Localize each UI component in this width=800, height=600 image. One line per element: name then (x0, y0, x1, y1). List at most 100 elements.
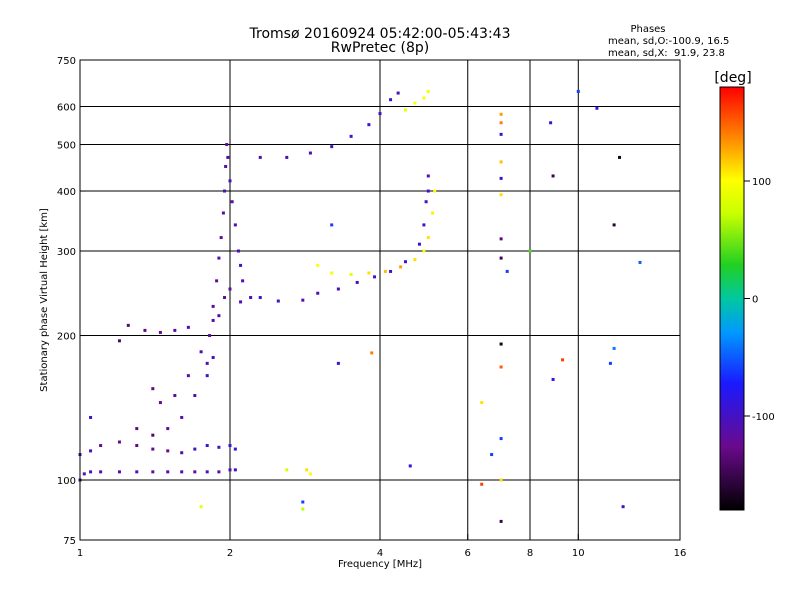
data-point (389, 98, 393, 102)
data-point (221, 211, 225, 215)
colorbar-tick-label: 100 (752, 177, 771, 188)
data-point (349, 273, 353, 277)
data-point (301, 507, 305, 511)
data-point (480, 482, 484, 486)
data-point (499, 437, 503, 441)
data-point (370, 351, 374, 355)
data-point (166, 427, 170, 431)
colorbar-ticks: 100 0 -100 (744, 177, 775, 423)
data-point (490, 453, 494, 457)
data-point (186, 374, 190, 378)
data-point (249, 296, 253, 300)
data-point (166, 449, 170, 453)
data-point (505, 269, 509, 273)
data-point (389, 269, 393, 273)
data-point (499, 256, 503, 260)
x-tick-label: 4 (377, 548, 383, 559)
data-point (499, 478, 503, 482)
data-point (499, 519, 503, 523)
stats-x-line: mean, sd,X: 91.9, 23.8 (608, 48, 725, 59)
data-point (226, 155, 230, 159)
x-tick-label: 16 (674, 548, 687, 559)
data-point (285, 468, 289, 472)
data-point (151, 447, 155, 451)
data-point (208, 334, 212, 338)
data-point (180, 470, 184, 474)
data-point (433, 189, 437, 193)
data-point (499, 160, 503, 164)
data-point (117, 339, 121, 343)
data-point (205, 444, 209, 448)
data-point (499, 237, 503, 241)
data-point (173, 328, 177, 332)
data-point (499, 365, 503, 369)
data-point (205, 361, 209, 365)
x-tick-label: 2 (227, 548, 233, 559)
colorbar-tick-label: -100 (752, 412, 775, 423)
y-axis-label: Stationary phase Virtual Height [km] (39, 208, 50, 392)
y-tick-label: 400 (57, 187, 76, 198)
data-point (193, 470, 197, 474)
data-point (549, 121, 553, 125)
data-point (426, 189, 430, 193)
data-point (217, 445, 221, 449)
data-point (135, 444, 139, 448)
data-point (223, 189, 227, 193)
chart-title: Tromsø 20160924 05:42:00-05:43:43 (249, 26, 511, 42)
data-point (373, 275, 377, 279)
data-point (211, 355, 215, 359)
data-point (551, 377, 555, 381)
data-point (233, 223, 237, 227)
chart-subtitle: RwPretec (8p) (331, 40, 429, 56)
data-point (612, 346, 616, 350)
data-point (301, 500, 305, 504)
colorbar-tick-label: 0 (752, 295, 758, 306)
data-point (135, 427, 139, 431)
data-point (417, 242, 421, 246)
data-point (403, 260, 407, 264)
data-point (117, 440, 121, 444)
data-point (499, 132, 503, 136)
data-point (239, 300, 243, 304)
data-point (316, 263, 320, 267)
data-point (396, 91, 400, 95)
data-point (422, 249, 426, 253)
y-tick-label: 600 (57, 103, 76, 114)
data-point (233, 447, 237, 451)
data-point (426, 236, 430, 240)
data-point (431, 211, 435, 215)
data-point (166, 470, 170, 474)
data-point (193, 394, 197, 398)
data-point (193, 447, 197, 451)
data-point (217, 314, 221, 318)
data-point (219, 236, 223, 240)
data-point (330, 271, 334, 275)
data-point (367, 271, 371, 275)
data-point (205, 374, 209, 378)
data-point (180, 451, 184, 455)
data-point (349, 134, 353, 138)
data-point (215, 279, 219, 283)
data-points (78, 89, 642, 523)
data-point (621, 505, 625, 509)
data-point (378, 112, 382, 116)
data-point (305, 468, 309, 472)
data-point (211, 304, 215, 308)
data-point (308, 472, 312, 476)
data-point (224, 164, 228, 168)
data-point (612, 223, 616, 227)
y-tick-label: 500 (57, 141, 76, 152)
data-point (258, 155, 262, 159)
data-point (403, 108, 407, 112)
data-point (135, 470, 139, 474)
y-tick-label: 75 (63, 536, 76, 547)
data-point (225, 143, 229, 147)
data-point (258, 296, 262, 300)
data-point (228, 179, 232, 183)
data-point (211, 318, 215, 322)
data-point (89, 415, 93, 419)
data-point (499, 176, 503, 180)
data-point (186, 325, 190, 329)
data-point (528, 249, 532, 253)
